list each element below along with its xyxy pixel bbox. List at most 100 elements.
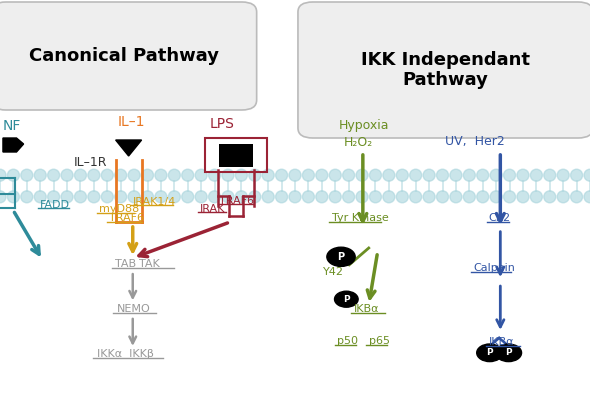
Ellipse shape xyxy=(262,191,274,203)
Ellipse shape xyxy=(195,191,207,203)
Ellipse shape xyxy=(437,191,448,203)
Ellipse shape xyxy=(303,169,314,181)
Ellipse shape xyxy=(168,191,181,203)
Ellipse shape xyxy=(316,191,328,203)
Ellipse shape xyxy=(571,191,582,203)
Text: IRAK: IRAK xyxy=(199,204,225,214)
Text: IKBα: IKBα xyxy=(489,337,514,347)
Ellipse shape xyxy=(114,191,127,203)
Ellipse shape xyxy=(114,169,127,181)
Ellipse shape xyxy=(316,169,328,181)
Ellipse shape xyxy=(517,169,529,181)
Ellipse shape xyxy=(530,191,542,203)
Text: P: P xyxy=(505,348,512,357)
Ellipse shape xyxy=(101,191,113,203)
Ellipse shape xyxy=(437,169,448,181)
Ellipse shape xyxy=(182,169,194,181)
Ellipse shape xyxy=(423,169,435,181)
Ellipse shape xyxy=(276,191,287,203)
Ellipse shape xyxy=(343,191,355,203)
Text: Calpain: Calpain xyxy=(473,263,515,273)
Ellipse shape xyxy=(289,169,301,181)
Ellipse shape xyxy=(155,169,167,181)
Ellipse shape xyxy=(490,169,502,181)
Ellipse shape xyxy=(503,191,516,203)
Ellipse shape xyxy=(128,169,140,181)
Ellipse shape xyxy=(142,191,153,203)
Ellipse shape xyxy=(0,191,6,203)
Ellipse shape xyxy=(168,169,181,181)
Ellipse shape xyxy=(195,169,207,181)
Ellipse shape xyxy=(477,169,489,181)
Ellipse shape xyxy=(235,191,247,203)
Ellipse shape xyxy=(450,191,462,203)
Ellipse shape xyxy=(356,191,368,203)
Text: IKKα  IKKβ: IKKα IKKβ xyxy=(97,349,154,359)
Ellipse shape xyxy=(8,169,19,181)
Ellipse shape xyxy=(356,169,368,181)
Ellipse shape xyxy=(329,191,341,203)
Ellipse shape xyxy=(101,169,113,181)
Text: FADD: FADD xyxy=(40,200,70,210)
Text: TRAF6: TRAF6 xyxy=(109,213,144,223)
Text: p50: p50 xyxy=(337,336,359,346)
Circle shape xyxy=(335,291,358,307)
Ellipse shape xyxy=(21,169,33,181)
Ellipse shape xyxy=(208,169,221,181)
Ellipse shape xyxy=(329,169,341,181)
Ellipse shape xyxy=(544,191,556,203)
Ellipse shape xyxy=(450,169,462,181)
Ellipse shape xyxy=(396,191,408,203)
Ellipse shape xyxy=(48,169,60,181)
Ellipse shape xyxy=(155,191,167,203)
Ellipse shape xyxy=(276,169,287,181)
Ellipse shape xyxy=(584,191,590,203)
Text: CK2: CK2 xyxy=(489,213,510,223)
Text: IKBα: IKBα xyxy=(354,304,379,314)
Ellipse shape xyxy=(383,191,395,203)
Ellipse shape xyxy=(490,191,502,203)
Ellipse shape xyxy=(249,191,261,203)
Text: p65: p65 xyxy=(369,336,390,346)
Ellipse shape xyxy=(262,169,274,181)
Ellipse shape xyxy=(88,169,100,181)
Ellipse shape xyxy=(369,169,382,181)
Text: IL–1: IL–1 xyxy=(118,115,146,129)
Ellipse shape xyxy=(128,191,140,203)
Ellipse shape xyxy=(182,191,194,203)
Ellipse shape xyxy=(142,169,153,181)
Ellipse shape xyxy=(289,191,301,203)
Text: P: P xyxy=(486,348,493,357)
Ellipse shape xyxy=(303,191,314,203)
Ellipse shape xyxy=(249,169,261,181)
Text: Tyr Kinase: Tyr Kinase xyxy=(332,213,388,223)
Ellipse shape xyxy=(544,169,556,181)
Text: UV,  Her2: UV, Her2 xyxy=(445,136,505,148)
Ellipse shape xyxy=(48,191,60,203)
Circle shape xyxy=(477,344,503,362)
Ellipse shape xyxy=(74,169,87,181)
Ellipse shape xyxy=(503,169,516,181)
Ellipse shape xyxy=(61,191,73,203)
Ellipse shape xyxy=(530,169,542,181)
Ellipse shape xyxy=(74,191,87,203)
Text: P: P xyxy=(343,295,350,304)
Ellipse shape xyxy=(369,191,382,203)
Ellipse shape xyxy=(222,169,234,181)
Polygon shape xyxy=(3,138,24,152)
Text: myD88: myD88 xyxy=(99,204,139,214)
Text: TRAF6: TRAF6 xyxy=(219,196,254,206)
Text: TAB: TAB xyxy=(115,259,136,269)
Circle shape xyxy=(327,247,355,266)
Ellipse shape xyxy=(8,191,19,203)
Ellipse shape xyxy=(423,191,435,203)
Ellipse shape xyxy=(557,191,569,203)
Text: H₂O₂: H₂O₂ xyxy=(343,136,373,148)
FancyBboxPatch shape xyxy=(0,2,257,110)
FancyBboxPatch shape xyxy=(219,144,253,167)
Ellipse shape xyxy=(88,191,100,203)
Text: P: P xyxy=(337,252,345,262)
Ellipse shape xyxy=(235,169,247,181)
Text: TAK: TAK xyxy=(139,259,159,269)
Ellipse shape xyxy=(517,191,529,203)
